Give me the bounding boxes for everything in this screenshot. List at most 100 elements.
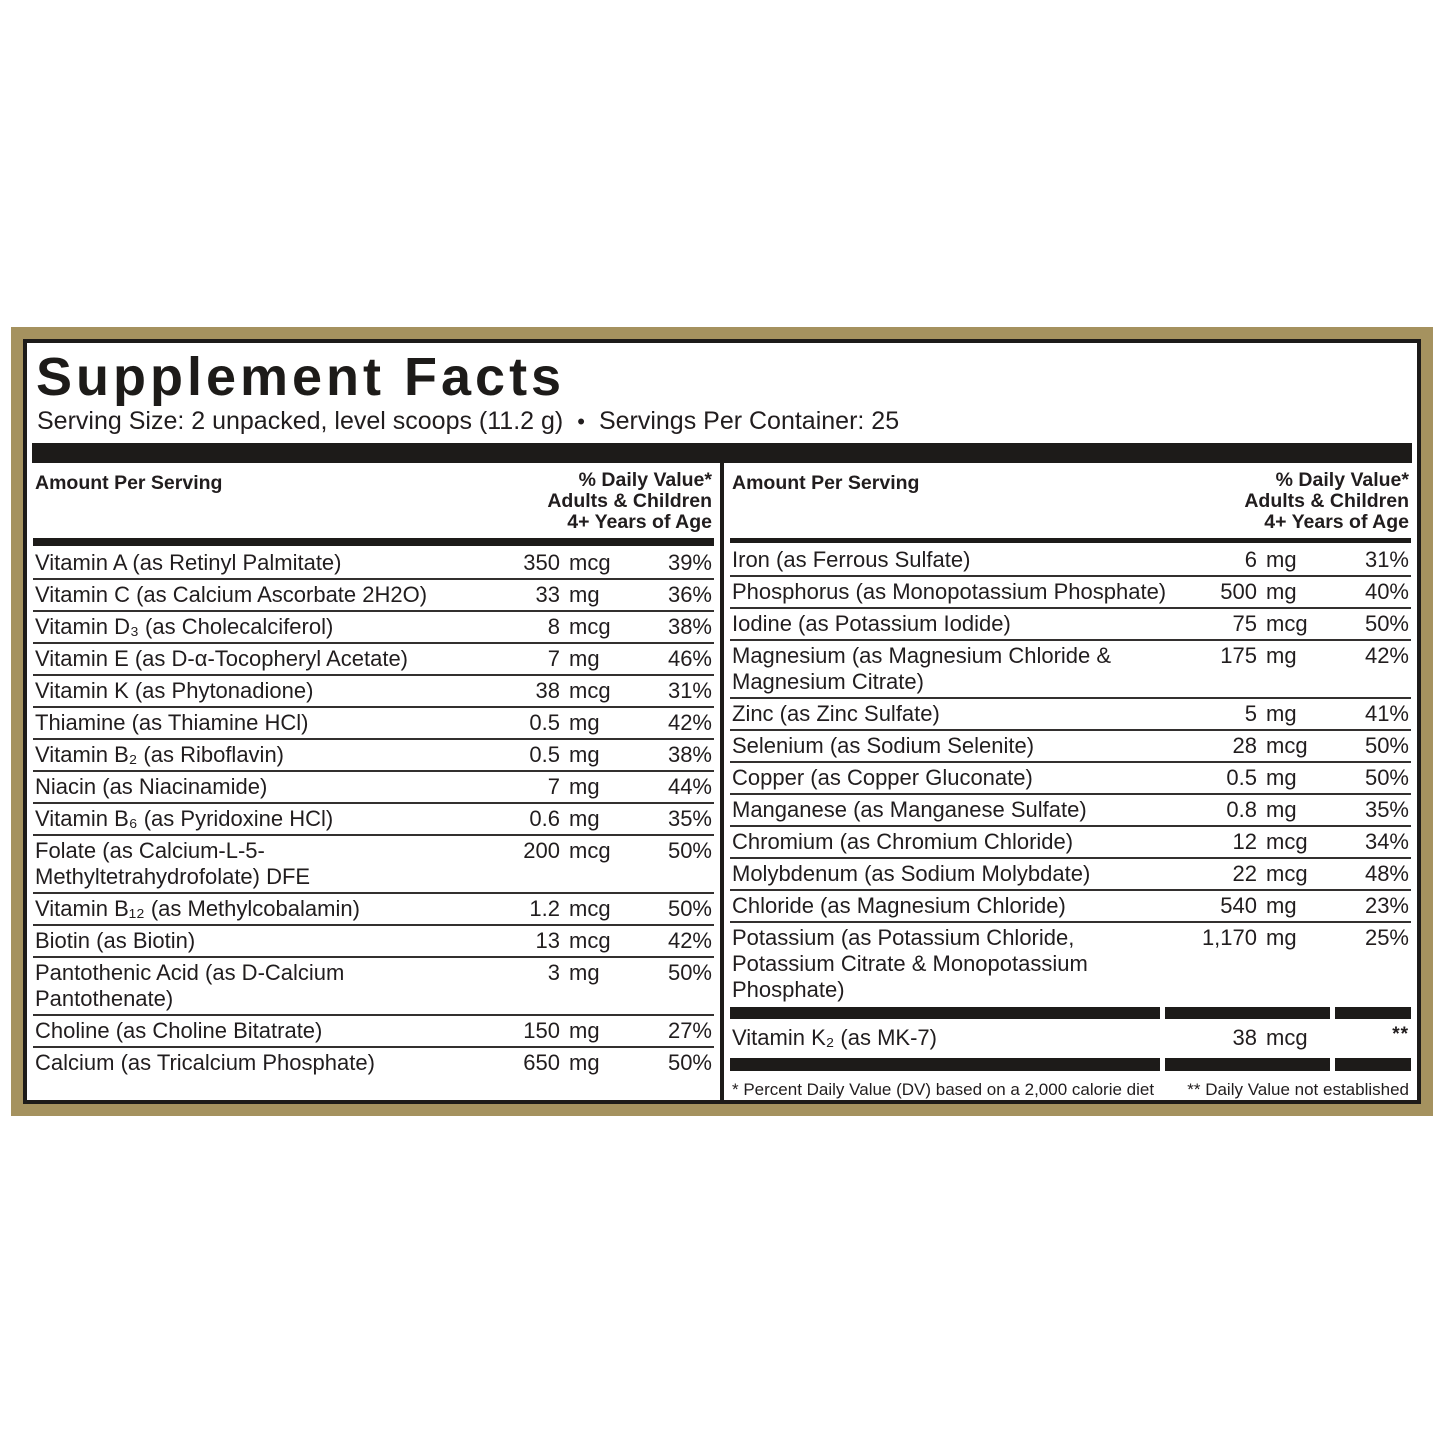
table-row: Vitamin C (as Calcium Ascorbate 2H2O) 33 m…	[33, 580, 714, 612]
daily-value-header: % Daily Value* Adults & Children 4+ Year…	[1244, 470, 1409, 533]
nutrient-amount: 175	[1220, 642, 1257, 668]
nutrient-daily-value: 36%	[667, 582, 712, 607]
table-row: Potassium (as Potassium Chloride, Potass…	[730, 923, 1411, 1005]
separator-bar-bottom	[730, 1058, 1411, 1071]
nutrient-name: Chromium (as Chromium Chloride)	[732, 828, 1074, 854]
nutrient-name: Vitamin C (as Calcium Ascorbate 2H2O)	[35, 582, 428, 607]
nutrient-unit: mcg	[569, 928, 611, 953]
separator-bar-top	[730, 1006, 1411, 1020]
nutrient-unit: mg	[569, 582, 600, 607]
nutrient-unit: mg	[1266, 578, 1297, 604]
nutrient-amount: 350	[523, 550, 560, 575]
nutrient-name: Folate (as Calcium-L-5-Methyltetrahydrof…	[35, 838, 311, 889]
nutrient-unit: mg	[569, 646, 600, 671]
nutrient-name: Choline (as Choline Bitatrate)	[35, 1018, 323, 1043]
nutrient-unit: mcg	[569, 550, 611, 575]
table-row: Vitamin E (as D-α-Tocopheryl Acetate) 7 mg…	[33, 644, 714, 676]
nutrient-amount: 540	[1220, 892, 1257, 918]
nutrient-daily-value: 46%	[667, 646, 712, 671]
nutrient-daily-value: 39%	[667, 550, 712, 575]
nutrient-amount: 13	[535, 928, 560, 953]
nutrient-daily-value: **	[1392, 1024, 1409, 1046]
nutrient-unit: mcg	[1266, 732, 1308, 758]
nutrient-unit: mg	[569, 742, 600, 767]
table-row: Copper (as Copper Gluconate) 0.5 mg 50%	[730, 763, 1411, 795]
nutrient-daily-value: 50%	[1364, 764, 1409, 790]
nutrient-name: Calcium (as Tricalcium Phosphate)	[35, 1050, 375, 1075]
daily-value-header-line: % Daily Value*	[578, 469, 712, 491]
nutrient-amount: 0.5	[529, 742, 560, 767]
table-row: Selenium (as Sodium Selenite) 28 mcg 50%	[730, 731, 1411, 763]
footnote-daily-value: * Percent Daily Value (DV) based on a 2,…	[732, 1079, 1155, 1099]
nutrient-unit: mcg	[1266, 1025, 1308, 1051]
nutrient-amount: 500	[1220, 578, 1257, 604]
nutrient-unit: mg	[569, 710, 600, 735]
facts-column-left: Amount Per Serving % Daily Value* Adults…	[27, 463, 720, 1100]
supplement-facts-label: Supplement Facts Serving Size: 2 unpacke…	[11, 327, 1433, 1116]
nutrient-amount: 5	[1244, 700, 1257, 726]
nutrient-amount: 0.6	[529, 806, 560, 831]
nutrient-amount: 0.8	[1226, 796, 1257, 822]
nutrient-unit: mg	[569, 806, 600, 831]
nutrient-name: Vitamin D₃ (as Cholecalciferol)	[35, 614, 334, 639]
nutrient-amount: 12	[1232, 828, 1257, 854]
nutrient-daily-value: 50%	[667, 960, 712, 985]
nutrient-daily-value: 38%	[667, 742, 712, 767]
nutrient-unit: mcg	[569, 838, 611, 863]
nutrient-daily-value: 42%	[1364, 642, 1409, 668]
table-row: Niacin (as Niacinamide) 7 mg 44%	[33, 772, 714, 804]
table-row: Zinc (as Zinc Sulfate) 5 mg 41%	[730, 699, 1411, 731]
nutrient-daily-value: 50%	[1364, 610, 1409, 636]
nutrient-amount: 8	[547, 614, 560, 639]
table-row-vitamin-k2: Vitamin K₂ (as MK-7) 38 mcg **	[730, 1021, 1411, 1056]
nutrient-daily-value: 23%	[1364, 892, 1409, 918]
section-divider-bar	[32, 443, 1412, 463]
nutrient-amount: 38	[535, 678, 560, 703]
serving-size: Serving Size: 2 unpacked, level scoops (…	[37, 407, 564, 435]
column-header: Amount Per Serving % Daily Value* Adults…	[730, 463, 1411, 538]
nutrient-daily-value: 40%	[1364, 578, 1409, 604]
label-inner-panel: Supplement Facts Serving Size: 2 unpacke…	[23, 339, 1421, 1104]
nutrient-name: Vitamin B₁₂ (as Methylcobalamin)	[35, 896, 360, 921]
nutrient-unit: mcg	[1266, 860, 1308, 886]
nutrient-daily-value: 35%	[1364, 796, 1409, 822]
table-row: Vitamin B₆ (as Pyridoxine HCl) 0.6 mg 35%	[33, 804, 714, 836]
nutrient-amount: 1.2	[529, 896, 560, 921]
nutrient-daily-value: 31%	[1364, 546, 1409, 572]
nutrient-amount: 28	[1232, 732, 1257, 758]
facts-columns: Amount Per Serving % Daily Value* Adults…	[27, 463, 1417, 1100]
nutrient-daily-value: 44%	[667, 774, 712, 799]
nutrient-name: Iron (as Ferrous Sulfate)	[732, 546, 971, 572]
table-row: Vitamin B₂ (as Riboflavin) 0.5 mg 38%	[33, 740, 714, 772]
nutrient-daily-value: 38%	[667, 614, 712, 639]
nutrient-unit: mg	[1266, 764, 1297, 790]
nutrient-amount: 7	[547, 646, 560, 671]
nutrient-amount: 6	[1244, 546, 1257, 572]
nutrient-unit: mg	[1266, 796, 1297, 822]
daily-value-header-line: 4+ Years of Age	[567, 511, 712, 533]
table-row: Vitamin D₃ (as Cholecalciferol) 8 mcg 38%	[33, 612, 714, 644]
nutrient-name: Thiamine (as Thiamine HCl)	[35, 710, 309, 735]
nutrient-name: Molybdenum (as Sodium Molybdate)	[732, 860, 1091, 886]
footnote: * Percent Daily Value (DV) based on a 2,…	[730, 1073, 1411, 1100]
nutrient-daily-value: 27%	[667, 1018, 712, 1043]
nutrient-daily-value: 25%	[1364, 924, 1409, 950]
table-row: Thiamine (as Thiamine HCl) 0.5 mg 42%	[33, 708, 714, 740]
table-row: Iodine (as Potassium Iodide) 75 mcg 50%	[730, 609, 1411, 641]
nutrient-daily-value: 41%	[1364, 700, 1409, 726]
nutrient-amount: 33	[535, 582, 560, 607]
nutrient-amount: 7	[547, 774, 560, 799]
table-row: Chromium (as Chromium Chloride) 12 mcg 34%	[730, 827, 1411, 859]
daily-value-header-line: Adults & Children	[547, 490, 712, 512]
table-row: Phosphorus (as Monopotassium Phosphate) 5…	[730, 577, 1411, 609]
nutrient-name: Magnesium (as Magnesium Chloride & Magne…	[732, 642, 1112, 694]
table-row: Folate (as Calcium-L-5-Methyltetrahydrof…	[33, 836, 714, 894]
label-title: Supplement Facts	[36, 347, 566, 407]
column-divider	[720, 463, 724, 1100]
nutrient-daily-value: 50%	[667, 896, 712, 921]
table-row: Calcium (as Tricalcium Phosphate) 650 mg 50…	[33, 1048, 714, 1078]
nutrient-unit: mg	[1266, 546, 1297, 572]
servings-per-container: Servings Per Container: 25	[598, 407, 900, 435]
nutrient-unit: mg	[1266, 642, 1297, 668]
nutrient-name: Iodine (as Potassium Iodide)	[732, 610, 1011, 636]
